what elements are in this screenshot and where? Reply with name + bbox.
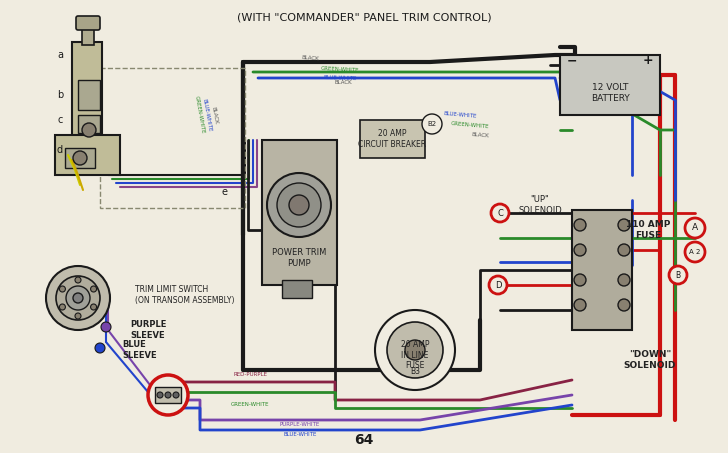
Text: RED-PURPLE: RED-PURPLE [233, 372, 267, 377]
Circle shape [82, 123, 96, 137]
Text: c: c [58, 115, 63, 125]
Text: 12 VOLT
BATTERY: 12 VOLT BATTERY [590, 83, 630, 103]
Circle shape [375, 310, 455, 390]
Text: BLUE-WHITE: BLUE-WHITE [202, 98, 213, 132]
Circle shape [618, 219, 630, 231]
Text: "UP"
SOLENOID: "UP" SOLENOID [518, 195, 562, 215]
Bar [78, 80, 100, 110]
Circle shape [574, 219, 586, 231]
Text: 20 AMP
IN LINE
FUSE: 20 AMP IN LINE FUSE [400, 340, 430, 370]
Circle shape [46, 266, 110, 330]
Circle shape [75, 277, 81, 283]
Text: B2: B2 [427, 121, 437, 127]
Circle shape [618, 299, 630, 311]
Circle shape [422, 114, 442, 134]
FancyBboxPatch shape [76, 16, 100, 30]
Text: b: b [57, 90, 63, 100]
Text: e: e [222, 187, 228, 197]
Bar [82, 25, 94, 45]
Text: GREEN-WHITE: GREEN-WHITE [451, 121, 489, 129]
Circle shape [73, 151, 87, 165]
Circle shape [685, 242, 705, 262]
Text: −: − [567, 54, 577, 67]
Bar [360, 120, 425, 158]
Circle shape [60, 286, 66, 292]
Circle shape [267, 173, 331, 237]
Bar [560, 55, 660, 115]
Circle shape [618, 244, 630, 256]
Text: 64: 64 [355, 433, 373, 447]
Circle shape [405, 340, 425, 360]
Text: A 2: A 2 [689, 249, 700, 255]
Circle shape [73, 293, 83, 303]
Bar [262, 140, 337, 285]
Text: (WITH "COMMANDER" PANEL TRIM CONTROL): (WITH "COMMANDER" PANEL TRIM CONTROL) [237, 12, 491, 22]
Text: BLUE-WHITE: BLUE-WHITE [283, 433, 317, 438]
Text: GREEN-WHITE: GREEN-WHITE [231, 403, 269, 408]
Bar [78, 115, 100, 133]
Circle shape [387, 322, 443, 378]
Text: 110 AMP
FUSE: 110 AMP FUSE [626, 220, 670, 240]
Text: GREEN-WHITE: GREEN-WHITE [194, 96, 206, 135]
Bar [155, 387, 181, 403]
Circle shape [289, 195, 309, 215]
Circle shape [95, 343, 105, 353]
Text: BLUE-WHITE: BLUE-WHITE [443, 111, 477, 119]
Bar [282, 280, 312, 298]
Circle shape [277, 183, 321, 227]
Circle shape [56, 276, 100, 320]
Bar [72, 42, 102, 162]
Circle shape [574, 244, 586, 256]
Circle shape [618, 274, 630, 286]
Circle shape [173, 392, 179, 398]
Text: TRIM LIMIT SWITCH
(ON TRANSOM ASSEMBLY): TRIM LIMIT SWITCH (ON TRANSOM ASSEMBLY) [135, 285, 234, 305]
Circle shape [66, 286, 90, 310]
Circle shape [489, 276, 507, 294]
Circle shape [574, 274, 586, 286]
Text: D: D [495, 280, 502, 289]
Circle shape [157, 392, 163, 398]
Text: +: + [643, 54, 653, 67]
Circle shape [165, 392, 171, 398]
Text: BLUE
SLEEVE: BLUE SLEEVE [122, 340, 157, 360]
Text: GREEN-WHITE: GREEN-WHITE [320, 67, 360, 73]
Text: a: a [57, 50, 63, 60]
Text: PURPLE-WHITE: PURPLE-WHITE [280, 423, 320, 428]
Circle shape [574, 299, 586, 311]
Circle shape [90, 286, 97, 292]
Circle shape [90, 304, 97, 310]
Bar [65, 148, 95, 168]
Circle shape [491, 204, 509, 222]
Text: A: A [692, 223, 698, 232]
Text: BLACK: BLACK [211, 106, 219, 124]
Text: POWER TRIM
PUMP: POWER TRIM PUMP [272, 248, 326, 268]
Circle shape [148, 375, 188, 415]
Circle shape [669, 266, 687, 284]
Text: B: B [676, 270, 681, 280]
Bar [55, 135, 120, 175]
Text: BLACK: BLACK [471, 132, 489, 138]
Bar [100, 68, 245, 208]
Circle shape [75, 313, 81, 319]
Text: PURPLE
SLEEVE: PURPLE SLEEVE [130, 320, 167, 340]
Circle shape [101, 322, 111, 332]
Text: d: d [57, 145, 63, 155]
Text: 20 AMP
CIRCUIT BREAKER: 20 AMP CIRCUIT BREAKER [358, 129, 426, 149]
Text: BLUE-WHITE: BLUE-WHITE [323, 75, 357, 81]
Circle shape [60, 304, 66, 310]
Text: BLACK: BLACK [334, 81, 352, 86]
Text: BLACK: BLACK [301, 55, 319, 61]
Text: C: C [497, 208, 503, 217]
Text: B3: B3 [410, 367, 420, 376]
Circle shape [685, 218, 705, 238]
Bar [572, 210, 632, 330]
Text: "DOWN"
SOLENOID: "DOWN" SOLENOID [624, 350, 676, 370]
